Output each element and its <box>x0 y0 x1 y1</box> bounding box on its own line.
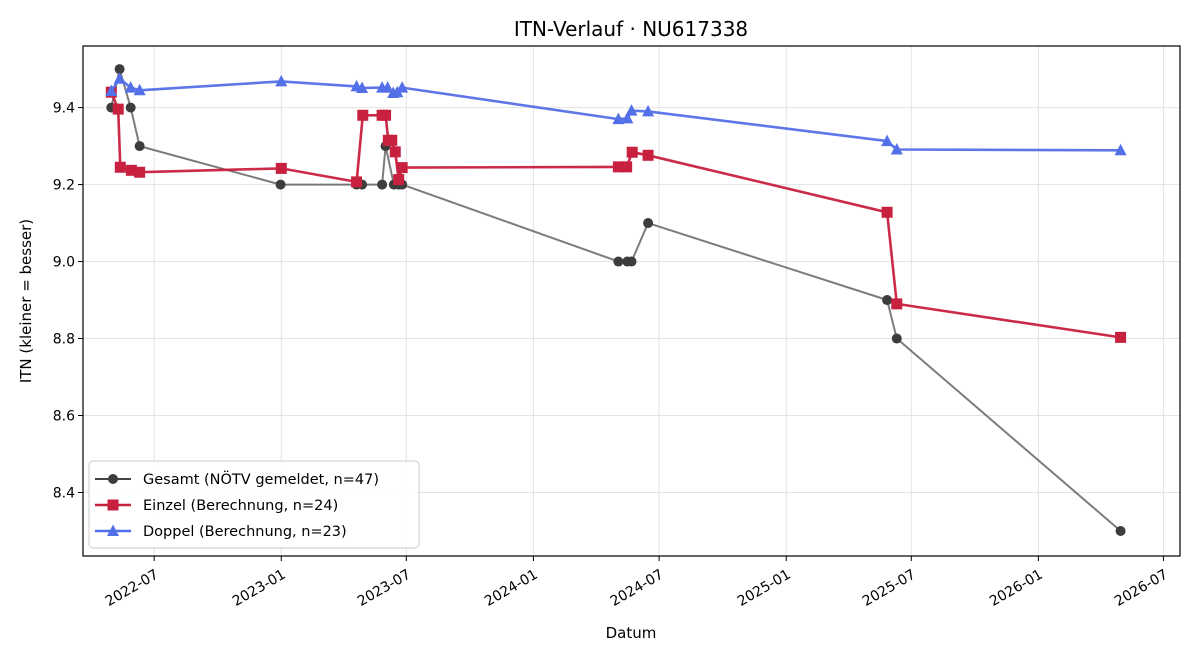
legend-box <box>88 460 420 549</box>
data-point-circle <box>125 102 136 113</box>
legend-item: Doppel (Berechnung, n=23) <box>95 524 347 540</box>
plot-frame <box>82 45 1181 557</box>
data-point-triangle <box>113 72 126 84</box>
data-point-circle <box>134 141 145 152</box>
data-point-circle <box>1115 525 1126 536</box>
y-tick-label: 9.4 <box>53 101 75 117</box>
data-point-circle <box>643 218 654 229</box>
data-point-circle <box>882 295 893 306</box>
data-point-square <box>621 161 633 173</box>
legend-item: Gesamt (NÖTV gemeldet, n=47) <box>95 470 379 488</box>
data-point-square <box>357 109 369 121</box>
data-point-circle <box>613 256 624 267</box>
x-axis-title: Datum <box>606 624 657 642</box>
data-point-square <box>881 206 893 218</box>
data-point-square <box>275 162 287 174</box>
y-tick-label: 8.6 <box>53 409 75 425</box>
data-point-circle <box>275 179 286 190</box>
data-point-triangle <box>133 83 146 96</box>
legend-label: Einzel (Berechnung, n=24) <box>143 498 338 514</box>
data-point-square <box>134 166 146 178</box>
data-point-square <box>114 161 126 173</box>
data-point-triangle <box>396 81 409 93</box>
y-tick-label: 9.0 <box>53 255 75 271</box>
legend-item: Einzel (Berechnung, n=24) <box>95 498 338 514</box>
chart-title: ITN-Verlauf · NU617338 <box>514 17 748 41</box>
data-point-square <box>396 162 408 174</box>
data-point-triangle <box>381 81 394 93</box>
data-point-square <box>626 146 638 158</box>
data-point-square <box>107 499 119 511</box>
data-point-triangle <box>625 104 638 116</box>
data-point-triangle <box>1114 143 1127 156</box>
data-point-square <box>112 103 124 115</box>
data-point-triangle <box>356 81 369 93</box>
data-point-square <box>389 146 401 158</box>
data-point-square <box>125 164 137 176</box>
data-point-square <box>642 149 654 161</box>
data-point-triangle <box>124 81 137 93</box>
data-point-square <box>612 161 624 173</box>
data-point-square <box>891 298 903 310</box>
data-point-triangle <box>612 112 625 125</box>
data-point-circle <box>114 64 125 75</box>
data-point-circle <box>891 333 902 344</box>
y-tick-label: 8.4 <box>53 485 75 501</box>
data-point-triangle <box>107 524 119 536</box>
y-tick-label: 8.8 <box>53 332 75 348</box>
legend-label: Gesamt (NÖTV gemeldet, n=47) <box>143 470 379 488</box>
data-point-triangle <box>642 104 655 117</box>
series-triangle <box>105 72 1127 156</box>
data-point-square <box>386 134 398 146</box>
legend: Gesamt (NÖTV gemeldet, n=47) Einzel (Bere… <box>88 460 420 549</box>
y-axis-title: ITN (kleiner = besser) <box>17 219 35 383</box>
data-point-triangle <box>890 143 903 155</box>
data-point-square <box>1115 331 1127 343</box>
data-point-circle <box>377 179 388 190</box>
series-layer <box>105 64 1127 536</box>
legend-label: Doppel (Berechnung, n=23) <box>143 524 347 540</box>
data-point-square <box>380 109 392 121</box>
data-point-square <box>351 176 363 188</box>
y-tick-label: 9.2 <box>53 178 75 194</box>
data-point-triangle <box>621 111 634 124</box>
data-point-circle <box>108 474 118 484</box>
data-point-triangle <box>105 84 118 97</box>
data-point-square <box>393 174 405 186</box>
series-square <box>105 86 1127 343</box>
data-point-circle <box>626 256 637 267</box>
data-point-triangle <box>275 74 288 87</box>
data-point-triangle <box>881 134 894 147</box>
